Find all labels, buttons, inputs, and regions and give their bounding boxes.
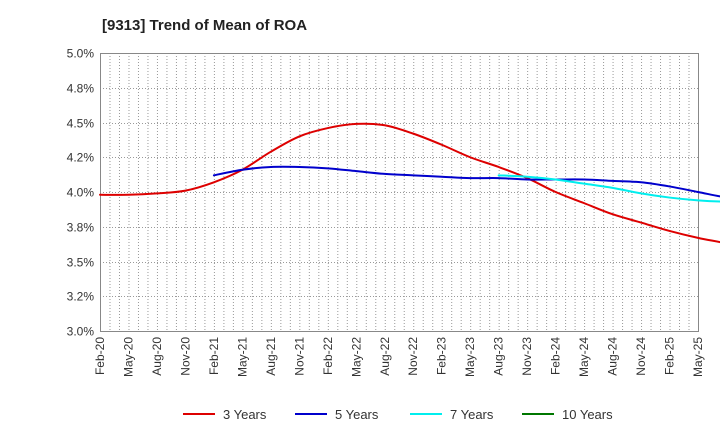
x-tick-label: Aug-21 (264, 337, 278, 376)
chart-title: [9313] Trend of Mean of ROA (102, 17, 307, 34)
x-tick-label: Feb-23 (435, 337, 449, 375)
x-tick-label: Aug-23 (492, 337, 506, 376)
x-tick-label: Aug-24 (606, 337, 620, 376)
x-tick-label: May-20 (121, 337, 135, 377)
y-tick-label: 5.0% (67, 47, 95, 61)
series-line-7-years (497, 174, 720, 203)
x-tick-label: Feb-24 (549, 337, 563, 375)
x-tick-label: Aug-20 (150, 337, 164, 376)
y-tick-label: 3.8% (67, 221, 95, 235)
x-tick-label: May-21 (235, 337, 249, 377)
x-tick-label: May-25 (691, 337, 705, 377)
y-tick-label: 4.2% (67, 151, 95, 165)
x-tick-label: Feb-22 (321, 337, 335, 375)
x-tick-label: May-24 (577, 337, 591, 377)
x-tick-label: May-22 (349, 337, 363, 377)
x-tick-label: Feb-20 (93, 337, 107, 375)
x-tick-label: Feb-21 (207, 337, 221, 375)
y-tick-label: 3.0% (67, 325, 95, 339)
y-tick-label: 3.5% (67, 256, 95, 270)
x-tick-label: Nov-22 (406, 337, 420, 376)
x-tick-label: Nov-24 (634, 337, 648, 376)
x-tick-label: Aug-22 (378, 337, 392, 376)
x-tick-label: May-23 (463, 337, 477, 377)
x-tick-label: Nov-21 (292, 337, 306, 376)
y-tick-label: 4.5% (67, 117, 95, 131)
legend-label-7-years: 7 Years (450, 407, 494, 422)
x-tick-label: Nov-20 (178, 337, 192, 376)
legend-label-5-years: 5 Years (335, 407, 379, 422)
series-line-3-years (99, 122, 720, 244)
plot-area: 3.0% 3.2% 3.5% 3.8% 4.0% 4.2% 4.5% 4.8% 5.0% Feb-… (67, 47, 720, 377)
y-tick-label: 3.2% (67, 290, 95, 304)
legend: 3 Years 5 Years 7 Years 10 Years (183, 407, 613, 422)
legend-label-10-years: 10 Years (562, 407, 613, 422)
y-tick-label: 4.8% (67, 82, 95, 96)
x-tick-label: Nov-23 (520, 337, 534, 376)
legend-label-3-years: 3 Years (223, 407, 267, 422)
series-line-5-years (212, 165, 720, 198)
y-tick-label: 4.0% (67, 186, 95, 200)
x-tick-label: Feb-25 (663, 337, 677, 375)
